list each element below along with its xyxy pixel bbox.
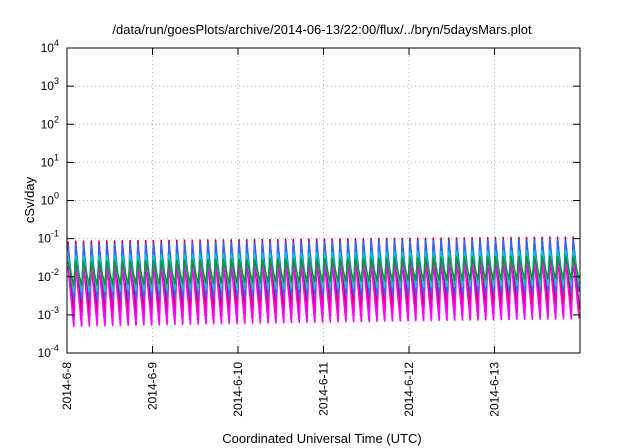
y-axis-label: cSv/day: [22, 176, 37, 223]
y-tick-label: 10-1: [38, 229, 59, 246]
x-tick-label: 2014-6-11: [317, 362, 331, 416]
y-tick-label: 10-4: [38, 343, 59, 360]
y-tick-label: 10-3: [38, 305, 59, 322]
x-tick-label: 2014-6-9: [146, 362, 160, 410]
series-group: [67, 236, 580, 328]
y-tick-label: 10-2: [38, 267, 59, 284]
y-ticks: 104 103 102 101 100 10-1 10-2 10-3 10-4: [38, 38, 580, 360]
y-tick-label: 104: [41, 38, 59, 55]
y-tick-label: 101: [41, 152, 59, 169]
x-axis-label: Coordinated Universal Time (UTC): [222, 431, 421, 446]
x-tick-label: 2014-6-12: [402, 362, 416, 417]
y-tick-label: 100: [41, 191, 59, 208]
x-tick-label: 2014-6-10: [231, 362, 245, 417]
series-line-5: [67, 255, 580, 287]
x-tick-label: 2014-6-8: [60, 362, 74, 410]
x-tick-label: 2014-6-13: [488, 362, 502, 417]
chart-title: /data/run/goesPlots/archive/2014-06-13/2…: [112, 22, 532, 37]
y-tick-label: 102: [41, 114, 59, 131]
y-tick-label: 103: [41, 76, 59, 93]
x-ticks: 2014-6-8 2014-6-9 2014-6-10 2014-6-11 2014-6…: [60, 48, 502, 417]
